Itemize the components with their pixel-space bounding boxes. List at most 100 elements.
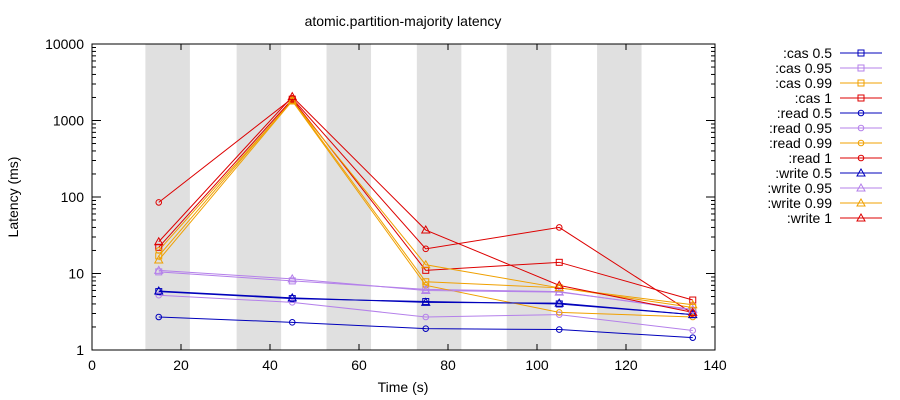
legend-marker-3 — [857, 94, 865, 102]
chart-title: atomic.partition-majority latency — [305, 13, 502, 29]
legend-marker-9 — [856, 182, 866, 192]
legend-label: :cas 1 — [795, 90, 833, 106]
x-tick-label: 20 — [173, 357, 189, 373]
x-axis: 0 20 40 60 80 100 120 140 — [88, 44, 727, 373]
data-point-8-2 — [420, 297, 431, 306]
legend-label: :read 0.99 — [769, 135, 832, 151]
x-tick-label: 140 — [703, 357, 727, 373]
data-point-9-3 — [554, 287, 565, 296]
series-line-10 — [158, 100, 693, 306]
data-point-11-3 — [554, 280, 565, 289]
legend-marker-2 — [857, 79, 865, 87]
data-point-5-0 — [155, 291, 163, 299]
series-markers — [153, 91, 698, 341]
legend-label: :read 0.95 — [769, 120, 832, 136]
nemesis-band-1 — [236, 44, 282, 350]
data-point-11-0 — [153, 236, 164, 246]
nemesis-band-0 — [145, 44, 190, 350]
data-point-8-1 — [287, 292, 298, 302]
data-point-9-1 — [287, 273, 298, 283]
data-point-3-3 — [555, 258, 563, 266]
series-line-6 — [158, 100, 693, 318]
data-point-4-0 — [155, 313, 163, 321]
legend-marker-7 — [857, 154, 865, 162]
series-line-0 — [158, 291, 693, 316]
y-axis: 1 10 100 1000 10000 — [45, 36, 715, 358]
data-point-4-1 — [288, 319, 296, 326]
x-tick-label: 100 — [525, 357, 549, 373]
data-point-10-1 — [287, 95, 298, 105]
data-point-11-1 — [287, 91, 298, 101]
x-axis-label: Time (s) — [378, 379, 429, 395]
data-point-7-3 — [555, 224, 563, 231]
legend-marker-1 — [857, 64, 865, 72]
series-line-3 — [158, 98, 693, 301]
legend-label: :cas 0.99 — [775, 75, 832, 91]
data-point-8-3 — [554, 298, 565, 307]
data-point-7-0 — [155, 199, 163, 206]
series-line-7 — [158, 97, 694, 314]
data-point-9-2 — [420, 285, 431, 294]
legend-marker-4 — [857, 109, 865, 117]
legend-label: :read 0.5 — [777, 105, 832, 121]
data-point-5-3 — [555, 311, 563, 318]
data-point-6-0 — [155, 247, 163, 254]
data-point-6-2 — [422, 282, 430, 289]
y-tick-label: 10000 — [45, 36, 84, 52]
data-point-8-4 — [687, 309, 698, 319]
legend-label: :cas 0.95 — [775, 60, 832, 76]
data-point-4-2 — [422, 325, 430, 332]
legend-label: :write 0.5 — [775, 165, 832, 181]
legend-label: :read 1 — [788, 150, 832, 166]
data-point-6-4 — [689, 313, 697, 321]
y-tick-label: 1000 — [53, 113, 84, 129]
legend-marker-10 — [856, 197, 866, 207]
y-axis-label: Latency (ms) — [5, 157, 21, 238]
series-line-9 — [158, 269, 693, 310]
x-tick-label: 120 — [614, 357, 638, 373]
legend-marker-5 — [857, 124, 865, 132]
series-lines — [158, 95, 694, 339]
nemesis-band-4 — [506, 44, 552, 350]
data-point-9-4 — [687, 304, 698, 313]
legend-marker-11 — [856, 212, 866, 222]
data-point-10-0 — [153, 255, 164, 264]
data-point-10-3 — [554, 282, 565, 292]
data-point-8-0 — [153, 286, 164, 295]
series-line-8 — [158, 290, 693, 316]
data-point-9-0 — [153, 265, 164, 274]
data-point-5-1 — [288, 299, 296, 306]
data-point-5-2 — [422, 313, 430, 321]
series-line-5 — [158, 294, 693, 331]
data-point-7-2 — [422, 245, 430, 253]
legend-marker-8 — [856, 167, 866, 177]
y-tick-label: 100 — [61, 189, 85, 205]
nemesis-bands — [145, 44, 642, 350]
data-point-5-4 — [689, 327, 697, 334]
legend-label: :write 0.95 — [767, 180, 832, 196]
y-tick-label: 10 — [68, 266, 84, 282]
legend-marker-6 — [857, 139, 865, 147]
series-line-4 — [158, 316, 693, 339]
series-line-11 — [158, 95, 693, 313]
data-point-11-4 — [687, 307, 698, 316]
data-point-10-2 — [420, 259, 431, 269]
data-point-4-3 — [555, 326, 563, 333]
legend-label: :cas 0.5 — [783, 45, 832, 61]
data-point-2-2 — [422, 278, 430, 286]
data-point-3-4 — [689, 296, 697, 304]
legend-marker-0 — [857, 49, 865, 57]
x-tick-label: 40 — [262, 357, 278, 373]
legend-label: :write 1 — [787, 210, 832, 226]
nemesis-band-5 — [597, 44, 642, 350]
x-tick-label: 80 — [440, 357, 456, 373]
legend: :cas 0.5:cas 0.95:cas 0.99:cas 1:read 0.… — [767, 45, 882, 226]
data-point-11-2 — [420, 225, 431, 234]
nemesis-band-2 — [326, 44, 372, 350]
x-tick-label: 0 — [88, 357, 96, 373]
x-tick-label: 60 — [351, 357, 367, 373]
data-point-4-4 — [689, 334, 697, 341]
y-tick-label: 1 — [76, 342, 84, 358]
data-point-6-3 — [555, 309, 563, 316]
